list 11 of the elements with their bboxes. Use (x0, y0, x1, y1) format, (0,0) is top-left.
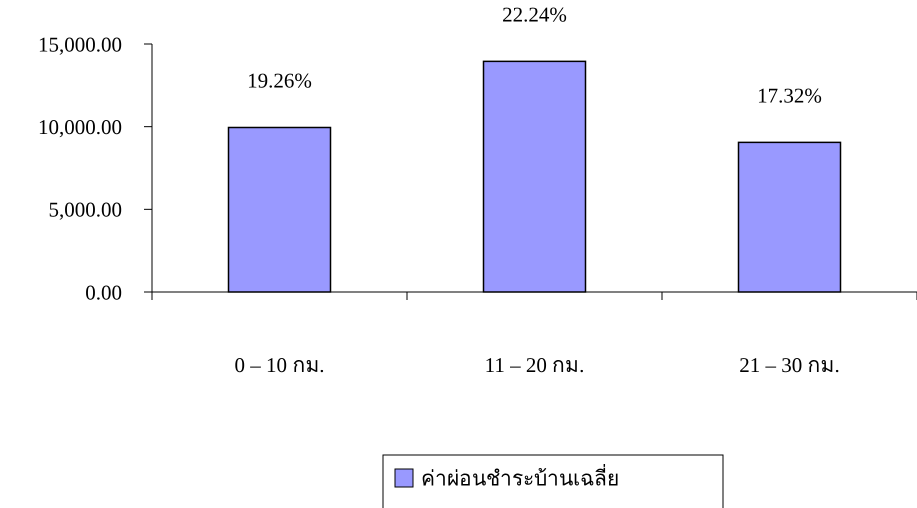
y-tick-label: 15,000.00 (38, 32, 122, 56)
annotation: 17.32% (757, 83, 822, 108)
annotation: 19.26% (247, 68, 312, 92)
y-tick-label: 5,000.00 (48, 198, 122, 222)
annotation: 22.24% (502, 2, 567, 26)
legend-label: ค่าผ่อนชำระบ้านเฉลี่ย (421, 463, 619, 490)
x-tick-label: 11 – 20 กม. (484, 353, 584, 377)
y-tick-label: 0.00 (85, 280, 122, 304)
x-tick-label: 0 – 10 กม. (234, 353, 324, 377)
x-tick-label: 21 – 30 กม. (739, 353, 840, 377)
y-tick-label: 10,000.00 (38, 115, 122, 140)
